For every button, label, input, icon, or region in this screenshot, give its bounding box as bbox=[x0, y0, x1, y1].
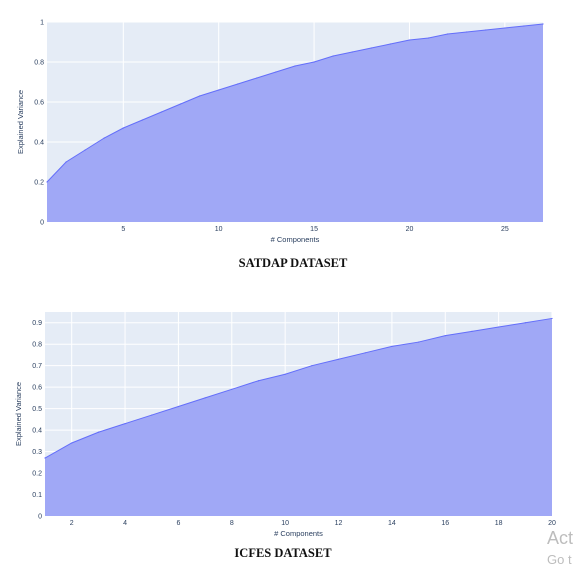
data-point bbox=[542, 23, 544, 25]
y-tick-label: 0.5 bbox=[32, 406, 42, 413]
x-tick-label: 18 bbox=[495, 520, 503, 527]
data-point bbox=[179, 103, 182, 105]
x-tick-label: 16 bbox=[441, 520, 449, 527]
data-point bbox=[471, 330, 473, 332]
activate-watermark-line1: Act bbox=[547, 528, 574, 548]
x-tick-label: 10 bbox=[281, 520, 289, 527]
x-tick-label: 8 bbox=[230, 520, 234, 527]
y-tick-label: 0.2 bbox=[32, 471, 42, 478]
data-point bbox=[337, 358, 340, 360]
data-point bbox=[498, 326, 500, 328]
data-point bbox=[71, 442, 73, 444]
data-point bbox=[84, 149, 86, 151]
variance-area bbox=[45, 318, 552, 516]
data-point bbox=[151, 414, 153, 416]
y-tick-label: 0.6 bbox=[32, 385, 42, 392]
x-tick-label: 4 bbox=[123, 520, 127, 527]
data-point bbox=[504, 27, 506, 29]
data-point bbox=[351, 51, 353, 53]
x-tick-label: 14 bbox=[388, 520, 396, 527]
data-point bbox=[122, 127, 124, 129]
data-point bbox=[313, 61, 315, 63]
x-tick-label: 25 bbox=[501, 226, 509, 233]
variance-line bbox=[44, 317, 553, 459]
data-point bbox=[237, 83, 239, 85]
y-tick-label: 0.1 bbox=[32, 492, 42, 499]
y-tick-label: 0.8 bbox=[34, 60, 44, 67]
data-point bbox=[284, 373, 286, 375]
x-tick-label: 20 bbox=[406, 226, 414, 233]
data-point bbox=[311, 365, 313, 367]
data-point bbox=[97, 431, 99, 433]
data-point bbox=[417, 341, 420, 343]
activate-watermark-line2: Go t bbox=[547, 552, 572, 567]
data-point bbox=[294, 65, 296, 67]
data-point bbox=[408, 39, 411, 41]
y-tick-label: 1 bbox=[40, 20, 44, 27]
data-point bbox=[275, 71, 277, 73]
y-tick-label: 0.4 bbox=[34, 140, 44, 147]
data-point bbox=[466, 31, 468, 33]
data-point bbox=[160, 111, 163, 113]
data-point bbox=[447, 33, 449, 35]
data-point bbox=[141, 119, 143, 121]
data-point bbox=[204, 397, 206, 399]
y-tick-label: 0.7 bbox=[32, 363, 42, 370]
y-tick-label: 0 bbox=[38, 514, 42, 521]
data-point bbox=[103, 137, 105, 139]
x-tick-label: 12 bbox=[335, 520, 343, 527]
x-tick-label: 15 bbox=[310, 226, 318, 233]
data-point bbox=[218, 89, 220, 91]
variance-area bbox=[47, 24, 543, 222]
y-tick-label: 0.6 bbox=[34, 100, 44, 107]
data-point bbox=[124, 423, 126, 425]
data-point bbox=[364, 352, 366, 354]
x-axis-title: # Components bbox=[271, 235, 320, 244]
data-point bbox=[523, 25, 525, 27]
y-tick-label: 0.2 bbox=[34, 180, 44, 187]
data-point bbox=[65, 161, 67, 163]
x-tick-label: 10 bbox=[215, 226, 223, 233]
y-tick-label: 0.8 bbox=[32, 342, 42, 349]
x-tick-label: 2 bbox=[70, 520, 74, 527]
icfes-chart: 2 4 6 8 10 12 14 16 18 20 0 0.1 0.2 0.3 0.4 0.5 0.6 0.7 0.… bbox=[14, 312, 556, 538]
x-axis-title: # Components bbox=[274, 529, 323, 538]
y-tick-label: 0 bbox=[40, 220, 44, 227]
y-axis-title: Explained Variance bbox=[16, 90, 25, 154]
x-tick-label: 5 bbox=[121, 226, 125, 233]
data-point bbox=[256, 77, 258, 79]
satdap-chart: 5 10 15 20 25 0 0.2 0.4 0.6 0.8 1 # Components Expla… bbox=[16, 20, 544, 244]
icfes-caption: ICFES DATASET bbox=[234, 546, 332, 560]
data-point bbox=[524, 322, 526, 324]
data-point bbox=[551, 317, 553, 320]
data-point bbox=[444, 335, 446, 337]
data-point bbox=[332, 55, 334, 57]
satdap-caption: SATDAP DATASET bbox=[238, 256, 348, 270]
data-point bbox=[231, 388, 233, 390]
x-tick-label: 6 bbox=[176, 520, 180, 527]
y-tick-label: 0.4 bbox=[32, 428, 42, 435]
data-point bbox=[391, 345, 393, 347]
y-axis-title: Explained Variance bbox=[14, 382, 23, 446]
data-point bbox=[389, 43, 391, 45]
data-point bbox=[257, 380, 260, 382]
data-point bbox=[485, 29, 487, 31]
y-tick-label: 0.9 bbox=[32, 320, 42, 327]
data-point bbox=[46, 181, 48, 183]
y-tick-label: 0.3 bbox=[32, 449, 42, 456]
data-point bbox=[199, 95, 201, 97]
data-point bbox=[44, 457, 46, 459]
data-point bbox=[177, 405, 180, 408]
x-tick-label: 20 bbox=[548, 520, 556, 527]
data-point bbox=[427, 37, 430, 39]
data-point bbox=[370, 47, 372, 49]
